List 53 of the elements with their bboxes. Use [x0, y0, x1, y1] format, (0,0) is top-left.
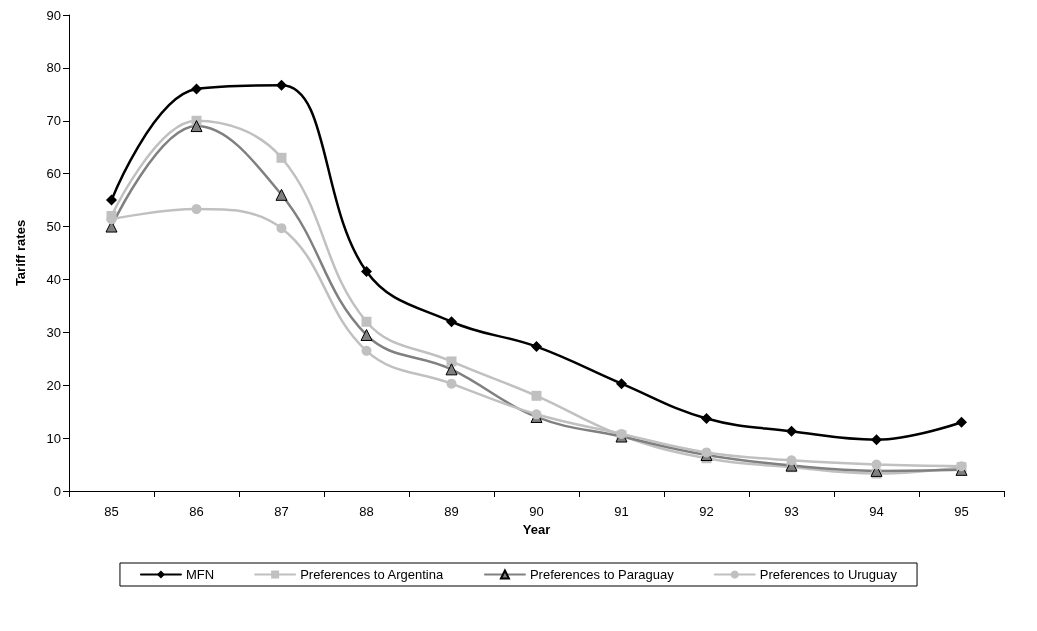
y-tick-label: 40: [46, 271, 61, 287]
point: [531, 341, 542, 353]
x-tick-label: 92: [699, 504, 714, 519]
point: [446, 378, 457, 389]
point: [445, 363, 458, 376]
y-tick-label: 50: [46, 219, 61, 235]
point: [446, 316, 457, 328]
point: [871, 434, 882, 446]
x-tick-label: 89: [444, 504, 459, 519]
x-tick-label: 85: [104, 504, 119, 519]
point: [361, 345, 372, 356]
legend-label: Preferences to Uruguay: [759, 567, 898, 582]
point: [786, 425, 797, 437]
point: [701, 447, 712, 458]
x-tick-label: 95: [954, 504, 969, 519]
y-axis-title: Tariff rates: [13, 219, 28, 287]
point: [276, 152, 287, 163]
x-tick-label: 86: [189, 504, 204, 519]
x-tick-label: 90: [529, 504, 544, 519]
point: [191, 83, 202, 95]
x-tick-label: 87: [274, 504, 289, 519]
point: [275, 188, 288, 201]
y-tick-label: 20: [46, 377, 61, 393]
x-tick-label: 93: [784, 504, 799, 519]
point: [701, 413, 712, 425]
x-tick-label: 94: [869, 504, 884, 519]
point: [616, 378, 627, 390]
y-tick-label: 70: [46, 113, 61, 129]
legend-label: Preferences to Argentina: [300, 567, 444, 582]
y-tick-label: 30: [46, 324, 61, 340]
y-tick-label: 90: [46, 7, 61, 23]
y-tick-label: 60: [46, 166, 61, 182]
x-axis-title: Year: [522, 521, 551, 537]
point: [190, 120, 203, 133]
point: [446, 356, 457, 367]
point: [191, 204, 202, 215]
point: [361, 316, 372, 327]
legend-label: MFN: [185, 567, 215, 582]
point: [360, 328, 373, 341]
x-tick-label: 91: [614, 504, 629, 519]
point: [956, 416, 967, 428]
point: [276, 223, 287, 234]
x-tick-label: 88: [359, 504, 374, 519]
legend-label: Preferences to Paraguay: [529, 567, 675, 582]
y-tick-label: 80: [46, 60, 61, 76]
y-tick-label: 10: [46, 430, 61, 446]
point: [786, 455, 797, 466]
point: [276, 79, 287, 91]
point: [871, 459, 882, 470]
y-tick-label: 0: [53, 483, 61, 499]
point: [361, 266, 372, 278]
point: [106, 194, 117, 206]
point: [531, 390, 542, 401]
